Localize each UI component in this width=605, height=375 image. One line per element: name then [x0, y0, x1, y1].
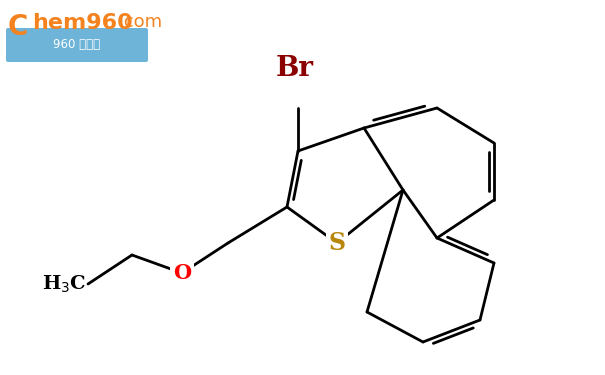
- Text: S: S: [329, 231, 345, 255]
- Text: C: C: [8, 13, 28, 41]
- Text: O: O: [173, 263, 191, 283]
- Text: .com: .com: [118, 13, 162, 31]
- FancyBboxPatch shape: [6, 28, 148, 62]
- Text: H$_3$C: H$_3$C: [42, 273, 86, 295]
- Text: Br: Br: [276, 54, 314, 81]
- Text: 960 化工网: 960 化工网: [53, 39, 100, 51]
- Text: hem960: hem960: [32, 13, 132, 33]
